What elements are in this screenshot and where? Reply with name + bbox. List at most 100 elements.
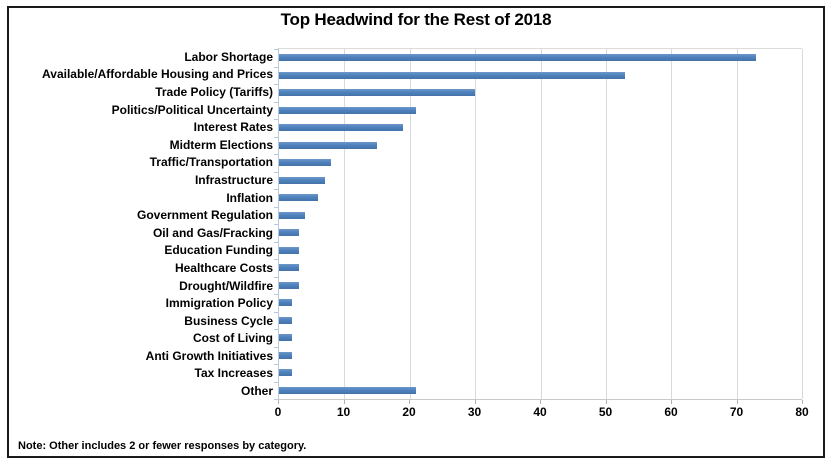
gridline <box>736 49 738 399</box>
x-axis-tick <box>474 400 476 404</box>
x-axis-tick <box>802 400 803 404</box>
category-label: Infrastructure <box>194 172 273 187</box>
category-label: Inflation <box>226 190 273 205</box>
category-label: Politics/Political Uncertainty <box>111 102 273 117</box>
bar-track <box>279 224 802 242</box>
x-axis-tick-label: 30 <box>467 405 482 419</box>
bar <box>279 281 299 289</box>
y-axis-labels: Labor Shortage Available/Affordable Housi… <box>12 48 278 400</box>
x-axis-tick-label: 10 <box>336 405 351 419</box>
bar-track <box>279 347 802 365</box>
y-axis-tick <box>274 241 279 243</box>
bar-track <box>279 277 802 295</box>
bar <box>279 369 293 377</box>
footnote: Note: Other includes 2 or fewer response… <box>18 440 307 452</box>
y-axis-tick <box>274 136 279 138</box>
category-label: Drought/Wildfire <box>179 278 273 293</box>
gridline <box>671 49 673 399</box>
bar-track <box>279 84 802 102</box>
y-axis-tick <box>274 329 279 330</box>
category-label: Immigration Policy <box>165 296 273 311</box>
gridline <box>540 49 542 399</box>
bar-track <box>279 329 802 347</box>
category-label: Interest Rates <box>193 120 273 135</box>
category-label: Other <box>240 384 273 399</box>
bar <box>279 386 417 394</box>
bar-track <box>279 172 802 190</box>
category-label: Healthcare Costs <box>174 260 273 275</box>
y-axis-tick <box>274 259 279 260</box>
category-label: Business Cycle <box>184 313 273 328</box>
gridline <box>605 49 607 399</box>
bar <box>279 246 299 254</box>
category-label: Available/Affordable Housing and Prices <box>42 67 273 82</box>
bar-track <box>279 189 802 207</box>
bar-track <box>279 102 802 120</box>
category-label: Cost of Living <box>193 331 273 346</box>
y-axis-tick <box>274 66 279 68</box>
x-axis-tick <box>343 400 345 404</box>
bar <box>279 159 332 167</box>
y-axis-tick <box>274 171 279 173</box>
category-label: Education Funding <box>164 243 273 258</box>
category-label: Labor Shortage <box>184 49 273 64</box>
bar-track <box>279 259 802 277</box>
bar <box>279 299 293 307</box>
x-axis-tick <box>278 400 279 404</box>
y-axis-tick <box>274 206 279 208</box>
y-axis-tick <box>274 276 279 278</box>
category-label: Anti Growth Initiatives <box>145 348 273 363</box>
category-label: Midterm Elections <box>169 137 273 152</box>
x-axis-tick <box>605 400 607 404</box>
y-axis-tick <box>274 364 279 365</box>
bar-track <box>279 242 802 260</box>
plot-area <box>274 48 803 400</box>
y-axis-tick <box>274 381 279 383</box>
bar <box>279 229 299 237</box>
y-axis-tick <box>274 294 279 295</box>
bar <box>279 211 306 219</box>
bar-track <box>279 154 802 172</box>
gridline <box>475 49 477 399</box>
y-axis-tick <box>274 84 279 85</box>
y-axis-tick <box>274 399 279 400</box>
bar-track <box>279 207 802 225</box>
y-axis-tick <box>274 119 279 120</box>
chart-border-frame <box>7 6 825 458</box>
bar <box>279 176 325 184</box>
x-axis-tick <box>540 400 541 404</box>
gridline <box>344 49 346 399</box>
category-label: Oil and Gas/Fracking <box>152 225 273 240</box>
bar-track <box>279 294 802 312</box>
x-axis-tick-label: 50 <box>598 405 613 419</box>
bar <box>279 54 757 62</box>
bar <box>279 264 299 272</box>
y-axis-tick <box>274 49 279 50</box>
plot-wrap: Labor Shortage Available/Affordable Housi… <box>12 48 803 400</box>
bar <box>279 106 417 114</box>
x-axis-tick <box>736 400 738 404</box>
bar <box>279 194 319 202</box>
x-axis-tick-label: 0 <box>274 405 282 419</box>
x-axis-tick-label: 70 <box>729 405 744 419</box>
bar-track <box>279 119 802 137</box>
gridline <box>409 49 411 399</box>
bar <box>279 316 293 324</box>
chart-title: Top Headwind for the Rest of 2018 <box>280 10 552 29</box>
y-axis-tick <box>274 154 279 155</box>
x-axis-tick-label: 20 <box>402 405 416 419</box>
x-axis-tick-label: 60 <box>664 405 678 419</box>
y-axis-tick <box>274 346 279 348</box>
gridline <box>802 49 803 399</box>
x-axis-tick <box>409 400 410 404</box>
bar-track <box>279 382 802 400</box>
bar-track <box>279 67 802 85</box>
bar-track <box>279 49 802 67</box>
bar <box>279 334 293 342</box>
x-axis: 0 10 20 30 40 50 60 70 80 <box>274 400 809 424</box>
y-axis-tick <box>274 189 279 190</box>
x-axis-tick <box>671 400 672 404</box>
bar <box>279 71 626 79</box>
bar <box>279 351 293 359</box>
